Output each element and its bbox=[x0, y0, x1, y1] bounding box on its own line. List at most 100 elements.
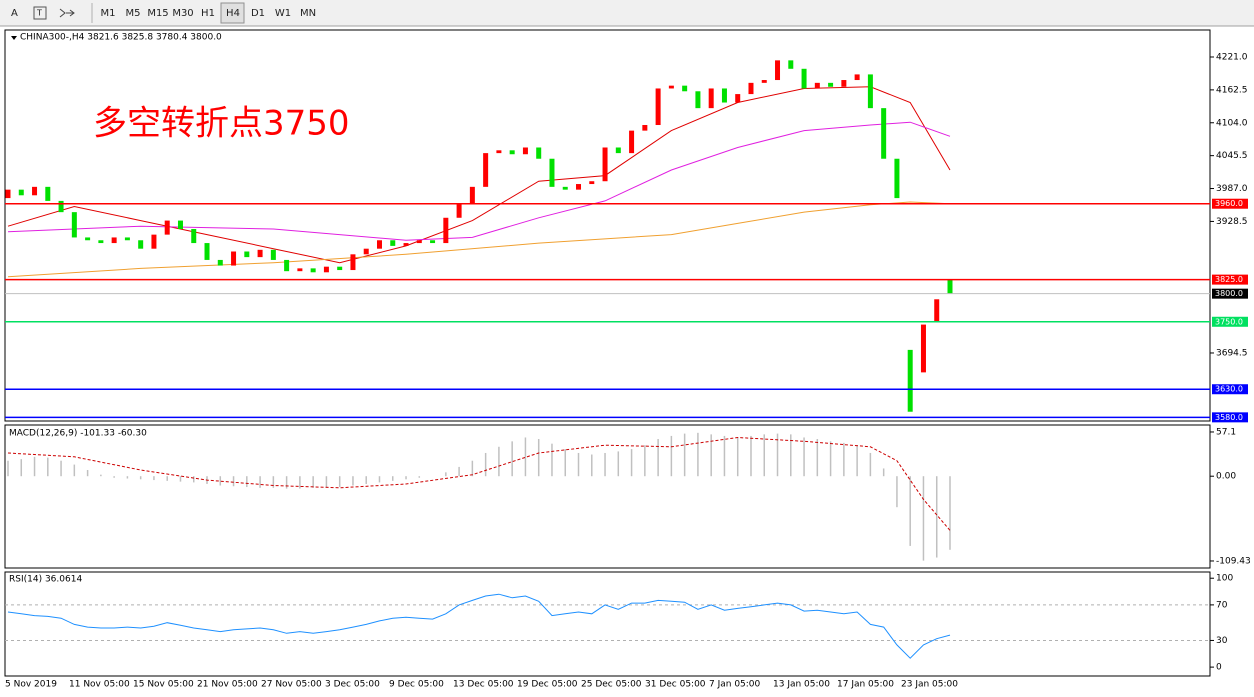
y-tick-label: 100 bbox=[1216, 574, 1233, 584]
objects-icon[interactable] bbox=[59, 8, 75, 18]
candle bbox=[655, 88, 661, 126]
timeframe-button[interactable]: D1 bbox=[251, 8, 265, 19]
y-tick-label: 30 bbox=[1216, 636, 1228, 646]
candle bbox=[708, 88, 714, 109]
timeframe-button[interactable]: M30 bbox=[172, 8, 193, 19]
candle bbox=[443, 217, 449, 244]
text-tool-glyph: T bbox=[36, 9, 42, 18]
candle bbox=[71, 212, 77, 238]
candle bbox=[164, 220, 170, 235]
moving-average bbox=[7, 121, 951, 241]
timeframe-button[interactable]: M5 bbox=[126, 8, 141, 19]
y-tick-label: -109.43 bbox=[1216, 556, 1251, 566]
level-label: 3750.0 bbox=[1215, 317, 1243, 326]
y-tick-label: 3928.5 bbox=[1216, 217, 1248, 227]
candle bbox=[801, 68, 807, 89]
candle bbox=[363, 248, 369, 255]
x-tick-label: 17 Jan 05:00 bbox=[837, 680, 894, 690]
candle bbox=[629, 130, 635, 154]
candle bbox=[522, 147, 528, 155]
macd-panel bbox=[4, 424, 1211, 569]
candle bbox=[416, 240, 422, 244]
candle bbox=[151, 234, 157, 249]
candle bbox=[934, 299, 940, 322]
candle bbox=[788, 60, 794, 69]
y-tick-label: 70 bbox=[1216, 600, 1228, 610]
candle bbox=[284, 259, 290, 272]
candle bbox=[549, 158, 555, 187]
candle bbox=[615, 147, 621, 154]
x-tick-label: 25 Dec 05:00 bbox=[581, 680, 642, 690]
candle bbox=[456, 203, 462, 218]
x-tick-label: 13 Jan 05:00 bbox=[773, 680, 830, 690]
x-tick-label: 3 Dec 05:00 bbox=[325, 680, 380, 690]
x-tick-label: 15 Nov 05:00 bbox=[133, 680, 194, 690]
candle bbox=[881, 108, 887, 159]
candle bbox=[32, 186, 38, 196]
timeframe-button[interactable]: M1 bbox=[101, 8, 116, 19]
timeframe-button[interactable]: W1 bbox=[275, 8, 291, 19]
timeframe-button[interactable]: H1 bbox=[201, 8, 215, 19]
y-tick-label: 4221.0 bbox=[1216, 52, 1248, 62]
candle bbox=[576, 184, 582, 190]
candle bbox=[111, 237, 117, 244]
candle bbox=[602, 147, 608, 182]
level-label: 3800.0 bbox=[1215, 289, 1243, 298]
level-label-box bbox=[1212, 198, 1248, 209]
candle bbox=[217, 259, 223, 266]
x-tick-label: 31 Dec 05:00 bbox=[645, 680, 706, 690]
main-panel bbox=[4, 29, 1211, 422]
candle bbox=[854, 74, 860, 81]
x-tick-label: 11 Nov 05:00 bbox=[69, 680, 130, 690]
x-tick-label: 21 Nov 05:00 bbox=[197, 680, 258, 690]
candle bbox=[45, 186, 51, 201]
candle bbox=[642, 125, 648, 131]
x-tick-label: 19 Dec 05:00 bbox=[517, 680, 578, 690]
candle bbox=[350, 254, 356, 271]
candle bbox=[85, 237, 91, 241]
candle bbox=[430, 240, 436, 244]
candle bbox=[310, 268, 316, 273]
candle bbox=[920, 324, 926, 373]
text-tool-icon[interactable] bbox=[33, 6, 47, 20]
font-button[interactable]: A bbox=[11, 8, 18, 19]
main-title: CHINA300-,H4 3821.6 3825.8 3780.4 3800.0 bbox=[20, 33, 222, 43]
candle bbox=[695, 91, 701, 109]
level-label: 3960.0 bbox=[1215, 199, 1243, 208]
candle bbox=[403, 243, 409, 246]
y-tick-label: 0 bbox=[1216, 663, 1222, 673]
y-tick-label: 57.1 bbox=[1216, 427, 1236, 437]
active-button bbox=[220, 2, 245, 24]
candle bbox=[775, 60, 781, 81]
candle bbox=[204, 243, 210, 260]
candle bbox=[138, 240, 144, 249]
candle bbox=[536, 147, 542, 159]
level-label-box bbox=[1212, 288, 1248, 299]
timeframe-button[interactable]: M15 bbox=[147, 8, 168, 19]
candle bbox=[828, 82, 834, 87]
candle bbox=[376, 240, 382, 249]
x-tick-label: 5 Nov 2019 bbox=[5, 680, 57, 690]
panel-arrow bbox=[11, 36, 17, 40]
level-label-box bbox=[1212, 274, 1248, 285]
candle bbox=[721, 88, 727, 103]
level-label: 3825.0 bbox=[1215, 275, 1243, 284]
x-tick-label: 13 Dec 05:00 bbox=[453, 680, 514, 690]
candle bbox=[244, 251, 250, 258]
annotation: 多空转折点3750 bbox=[93, 104, 350, 144]
candle bbox=[191, 229, 197, 244]
timeframe-button[interactable]: MN bbox=[300, 8, 316, 19]
candle bbox=[894, 158, 900, 199]
macd-title: MACD(12,26,9) -101.33 -60.30 bbox=[9, 429, 147, 439]
x-tick-label: 7 Jan 05:00 bbox=[709, 680, 761, 690]
candle bbox=[270, 249, 276, 260]
candle bbox=[668, 85, 674, 89]
candle bbox=[231, 251, 237, 266]
signal-line bbox=[7, 436, 951, 531]
y-tick-label: 4104.0 bbox=[1216, 118, 1248, 128]
candle bbox=[841, 80, 847, 87]
timeframe-button[interactable]: H4 bbox=[226, 8, 240, 19]
candle bbox=[814, 82, 820, 89]
moving-average bbox=[7, 201, 951, 278]
candle bbox=[761, 80, 767, 83]
